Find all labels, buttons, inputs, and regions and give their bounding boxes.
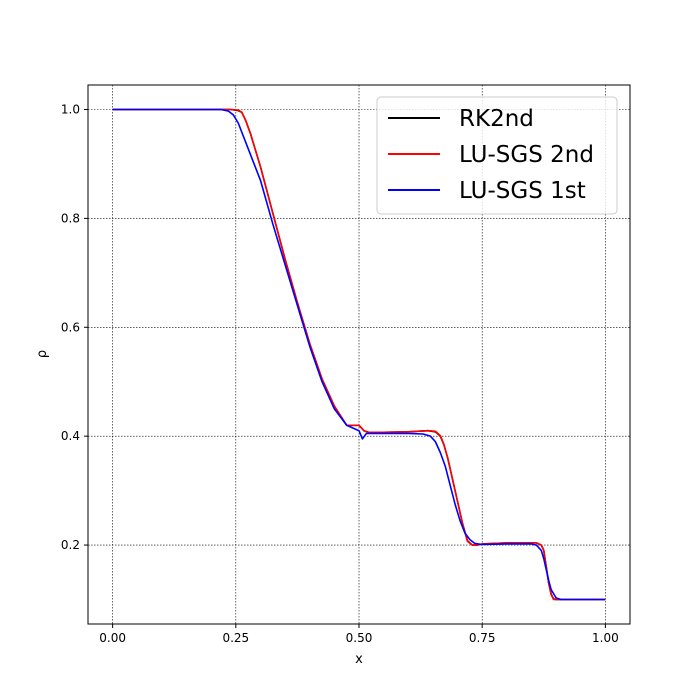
y-tick-label: 0.4: [61, 429, 80, 443]
legend-label-lu-sgs-1st: LU-SGS 1st: [459, 178, 586, 204]
y-tick-label: 1.0: [61, 103, 80, 117]
y-tick-label: 0.8: [61, 211, 80, 225]
series-lines: [112, 108, 606, 601]
y-axis-label: ρ: [35, 350, 50, 358]
legend: RK2nd LU-SGS 2nd LU-SGS 1st: [376, 96, 618, 215]
x-tick-label: 1.00: [592, 631, 619, 645]
y-tick-label: 0.6: [61, 320, 80, 334]
x-tick-label: 0.00: [99, 631, 126, 645]
series-line-lu-sgs-1st: [112, 108, 606, 601]
x-tick-label: 0.75: [469, 631, 496, 645]
x-tick-label: 0.50: [346, 631, 373, 645]
series-line-lu-sgs-2nd: [112, 108, 606, 601]
legend-label-rk2nd: RK2nd: [459, 106, 534, 132]
legend-box: [376, 96, 618, 215]
x-tick-label: 0.25: [222, 631, 249, 645]
y-axis-ticks: 0.2 0.4 0.6 0.8 1.0: [61, 103, 88, 552]
x-axis-label: x: [355, 652, 363, 667]
legend-label-lu-sgs-2nd: LU-SGS 2nd: [459, 142, 594, 168]
x-axis-ticks: 0.00 0.25 0.50 0.75 1.00: [99, 624, 619, 645]
y-tick-label: 0.2: [61, 538, 80, 552]
